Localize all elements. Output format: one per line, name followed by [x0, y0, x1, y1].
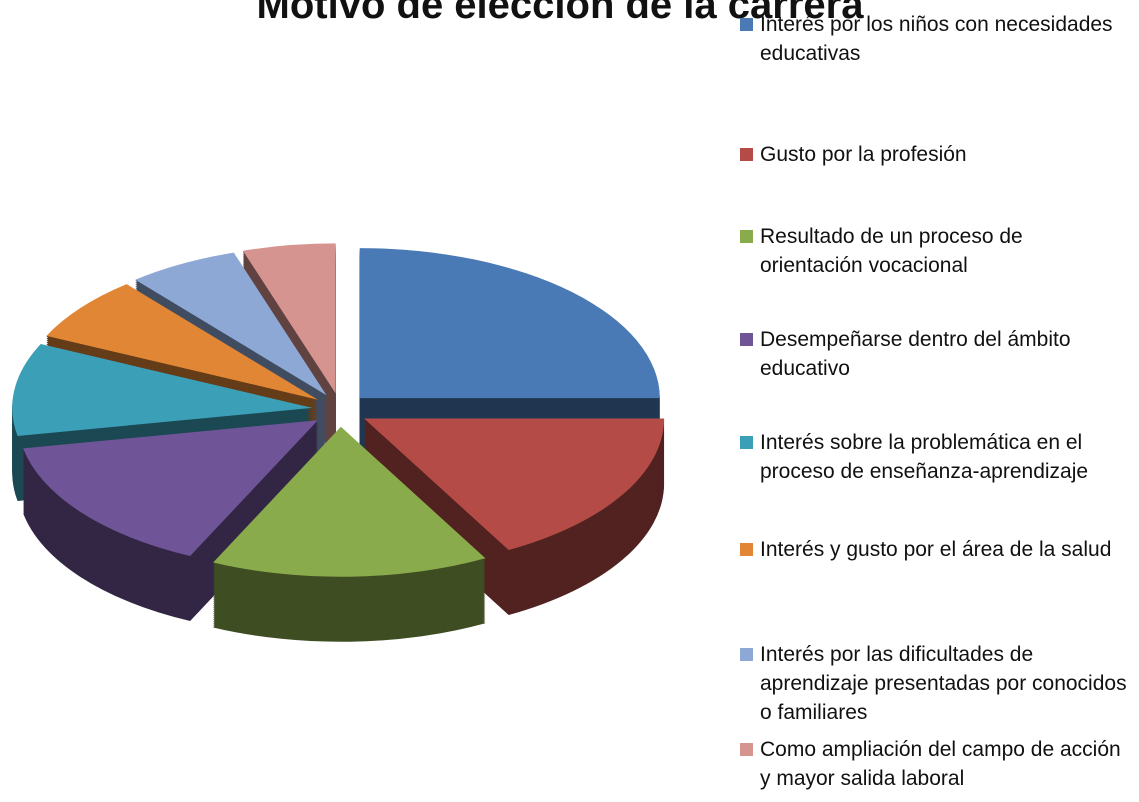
- slice-top: [12, 344, 313, 437]
- legend-swatch: [740, 148, 753, 161]
- legend-label: Como ampliación del campo de acción y ma…: [760, 738, 1121, 790]
- legend-swatch: [740, 230, 753, 243]
- legend-label: Interés por las dificultades de aprendiz…: [760, 643, 1127, 724]
- chart-title: Motivo de elección de la carrera: [257, 0, 865, 27]
- legend-item: Interés y gusto por el área de la salud: [740, 535, 1130, 564]
- legend-label: Gusto por la profesión: [760, 143, 967, 166]
- legend-item: Como ampliación del campo de acción y ma…: [740, 735, 1130, 793]
- legend-swatch: [740, 18, 753, 31]
- slice-top: [242, 243, 336, 394]
- legend-swatch: [740, 436, 753, 449]
- slice: [23, 420, 318, 622]
- slice-top: [46, 284, 318, 400]
- slice-top: [213, 426, 486, 577]
- legend-swatch: [740, 333, 753, 346]
- legend-swatch: [740, 543, 753, 556]
- legend-swatch: [740, 743, 753, 756]
- legend-item: Resultado de un proceso de orientación v…: [740, 222, 1130, 280]
- legend-label: Interés por los niños con necesidades ed…: [760, 13, 1113, 65]
- slice-top: [135, 252, 327, 396]
- slice: [364, 418, 665, 615]
- legend-item: Gusto por la profesión: [740, 140, 1130, 169]
- legend-swatch: [740, 648, 753, 661]
- legend-label: Resultado de un proceso de orientación v…: [760, 225, 1023, 277]
- legend-item: Desempeñarse dentro del ámbito educativo: [740, 325, 1130, 383]
- slice-top: [359, 248, 660, 399]
- slice: [213, 426, 486, 642]
- slice-top: [23, 420, 318, 557]
- legend-label: Desempeñarse dentro del ámbito educativo: [760, 328, 1071, 380]
- legend-item: Interés sobre la problemática en el proc…: [740, 428, 1130, 486]
- legend-label: Interés sobre la problemática en el proc…: [760, 431, 1089, 483]
- legend-label: Interés y gusto por el área de la salud: [760, 538, 1112, 561]
- legend-item: Interés por los niños con necesidades ed…: [740, 10, 1130, 68]
- legend-item: Interés por las dificultades de aprendiz…: [740, 640, 1130, 727]
- slice-top: [364, 418, 665, 550]
